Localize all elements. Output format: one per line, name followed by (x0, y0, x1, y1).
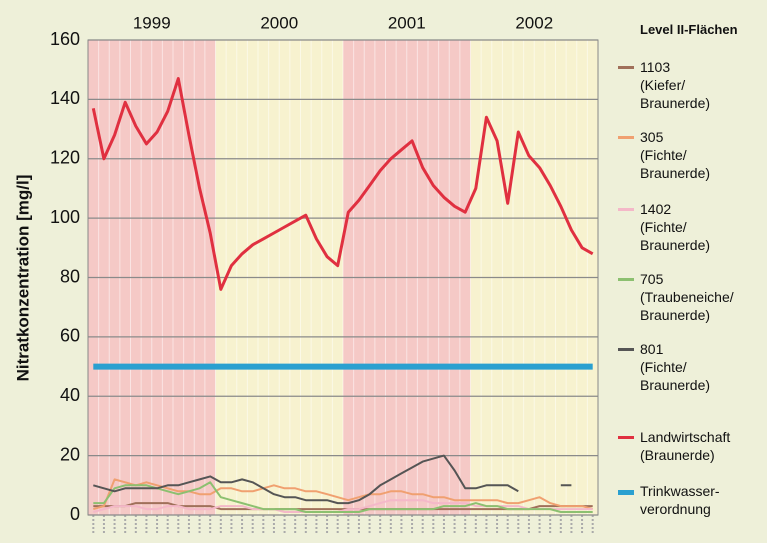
legend-label: 1103 (Kiefer/ Braunerde) (640, 59, 711, 111)
series-line (93, 454, 572, 505)
legend-key (618, 348, 634, 351)
y-tick-label: 40 (60, 385, 80, 405)
legend-title: Level II-Flächen (640, 22, 738, 37)
y-tick-label: 20 (60, 444, 80, 464)
legend-label: 705 (Traubeneiche/ Braunerde) (640, 271, 734, 323)
series-line (93, 499, 593, 513)
y-tick-label: 120 (50, 148, 80, 168)
legend-entry: 1402 (Fichte/ Braunerde) (618, 200, 711, 254)
series-line (93, 478, 593, 511)
legend-entry: Trinkwasser- verordnung (618, 482, 720, 518)
legend-key (618, 490, 634, 495)
legend-key (618, 136, 634, 139)
series-line (91, 77, 594, 291)
plot-frame (87, 39, 599, 516)
legend-entry: 1103 (Kiefer/ Braunerde) (618, 58, 711, 112)
y-tick-label: 100 (50, 207, 80, 227)
legend-label: Landwirtschaft (Braunerde) (640, 429, 731, 463)
y-tick-label: 80 (60, 266, 80, 286)
year-label: 1999 (133, 13, 171, 32)
legend-label: 305 (Fichte/ Braunerde) (640, 129, 711, 181)
legend-key (618, 66, 634, 69)
y-tick-label: 140 (50, 88, 80, 108)
year-label: 2000 (260, 13, 298, 32)
legend-label: Trinkwasser- verordnung (640, 483, 720, 517)
y-tick-label: 160 (50, 29, 80, 49)
y-axis-label: Nitratkonzentration [mg/l] (13, 175, 32, 382)
y-tick-label: 60 (60, 326, 80, 346)
year-label: 2002 (515, 13, 553, 32)
legend-entry: 305 (Fichte/ Braunerde) (618, 128, 711, 182)
year-label: 2001 (388, 13, 426, 32)
legend-entry: 705 (Traubeneiche/ Braunerde) (618, 270, 734, 324)
legend-entry: Landwirtschaft (Braunerde) (618, 428, 731, 464)
series-line (93, 481, 593, 513)
legend-label: 801 (Fichte/ Braunerde) (640, 341, 711, 393)
legend-entry: 801 (Fichte/ Braunerde) (618, 340, 711, 394)
legend-key (618, 278, 634, 281)
legend-key (618, 208, 634, 211)
y-tick-label: 0 (70, 504, 80, 524)
legend-label: 1402 (Fichte/ Braunerde) (640, 201, 711, 253)
legend-key (618, 436, 634, 439)
